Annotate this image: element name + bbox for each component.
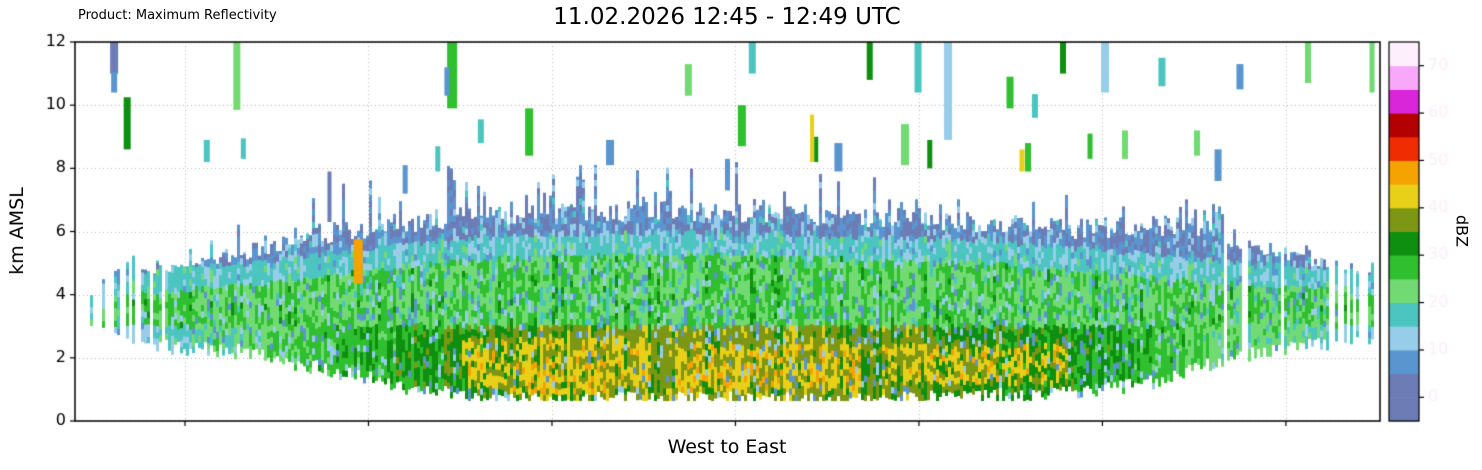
- page-title: 11.02.2026 12:45 - 12:49 UTC: [553, 4, 901, 30]
- colorbar-label: dBZ: [1452, 214, 1472, 248]
- y-axis-label: km AMSL: [6, 187, 28, 275]
- product-label: Product: Maximum Reflectivity: [78, 8, 277, 23]
- x-axis-label: West to East: [667, 436, 787, 458]
